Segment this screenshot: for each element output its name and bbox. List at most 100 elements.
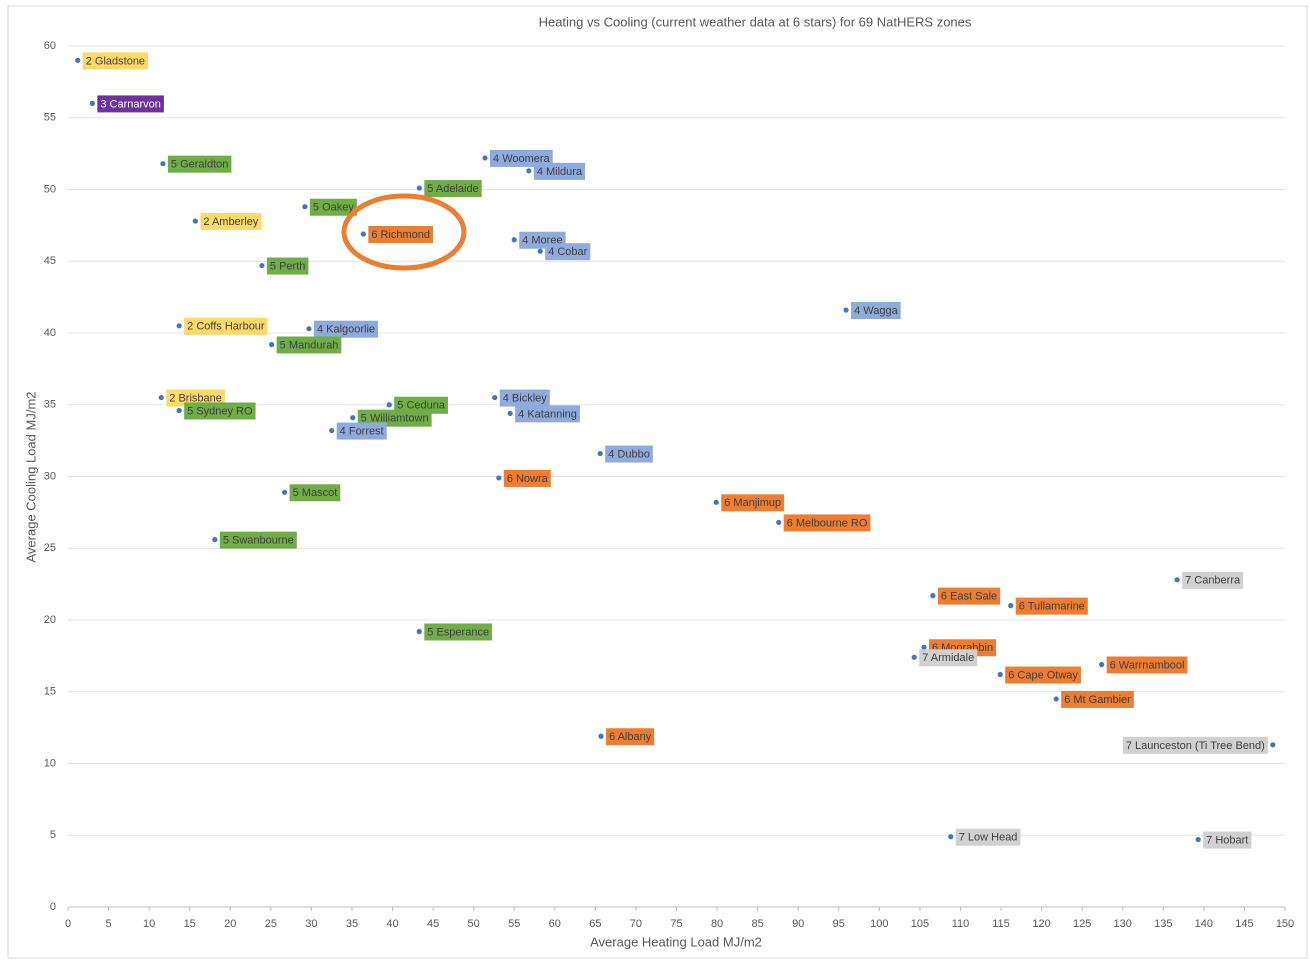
data-label: 5 Ceduna [397, 400, 446, 412]
x-tick-label: 95 [833, 918, 845, 930]
data-label: 7 Hobart [1206, 834, 1248, 846]
x-tick-label: 50 [468, 918, 480, 930]
data-label: 4 Forrest [340, 425, 384, 437]
label-box [313, 320, 379, 338]
label-box [1122, 736, 1268, 754]
label-box [424, 623, 493, 641]
label-box [503, 469, 551, 487]
point-label: 7 Armidale [919, 649, 978, 667]
point [511, 237, 517, 243]
label-box [851, 302, 901, 320]
point [492, 394, 498, 401]
point [843, 307, 849, 313]
point [386, 402, 392, 408]
label-box [357, 409, 432, 427]
data-label: 6 Warrnambool [1110, 659, 1185, 671]
x-tick-label: 60 [549, 918, 561, 930]
point-label: 2 Gladstone [82, 52, 149, 70]
data-label: 6 Nowra [507, 473, 549, 485]
data-label: 4 Kalgoorlie [317, 324, 375, 336]
x-tick-label: 75 [670, 918, 682, 930]
data-label: 5 Sydney RO [187, 405, 253, 417]
label-box [1015, 597, 1088, 615]
data-label: 5 Esperance [427, 626, 489, 638]
x-tick-label: 115 [992, 918, 1010, 930]
y-tick-label: 0 [50, 901, 56, 913]
label-box [97, 95, 164, 113]
label-box [721, 494, 785, 512]
point-label: 4 Wagga [851, 302, 901, 320]
point [911, 654, 917, 660]
data-label: 7 Low Head [959, 832, 1018, 844]
point [360, 231, 366, 237]
point-label: 6 Cape Otway [1005, 666, 1081, 684]
point-label: 6 Warrnambool [1106, 656, 1188, 674]
point-label: 6 Tullamarine [1015, 597, 1088, 615]
data-label: 5 Perth [270, 260, 305, 272]
point [1174, 577, 1180, 583]
label-box [783, 514, 871, 532]
x-tick-label: 120 [1032, 918, 1050, 930]
label-box [1106, 656, 1188, 674]
x-tick-label: 30 [305, 918, 317, 930]
data-label: 6 Melbourne RO [787, 517, 868, 529]
label-box [82, 52, 149, 70]
point-label: 6 East Sale [937, 587, 1001, 605]
point-label: 6 Nowra [503, 469, 551, 487]
data-label: 2 Coffs Harbour [187, 321, 265, 333]
x-tick-label: 80 [711, 918, 723, 930]
label-box [499, 389, 550, 407]
point [89, 100, 95, 106]
point [75, 57, 81, 63]
label-box [184, 402, 256, 420]
label-box [289, 484, 341, 502]
x-tick-label: 85 [752, 918, 764, 930]
point-label: 5 Mascot [289, 484, 341, 502]
point [176, 407, 182, 414]
x-tick-label: 35 [346, 918, 358, 930]
point-label: 3 Carnarvon [97, 95, 164, 113]
point-label: 7 Canberra [1182, 571, 1244, 589]
label-box [219, 531, 297, 549]
point-label: 6 Albany [606, 728, 655, 746]
data-label: 6 Mt Gambier [1064, 694, 1131, 706]
point-label: 4 Katanning [515, 405, 580, 423]
data-label: 3 Carnarvon [100, 98, 161, 110]
point [713, 499, 719, 505]
point [1008, 603, 1014, 609]
point [212, 537, 218, 543]
label-box [533, 162, 586, 180]
point-label: 5 Sydney RO [184, 402, 256, 420]
y-tick-label: 35 [44, 399, 56, 411]
x-tick-label: 10 [143, 918, 155, 930]
x-tick-label: 140 [1195, 918, 1213, 930]
y-tick-label: 15 [44, 686, 56, 698]
label-box [184, 317, 268, 335]
point-label: 6 Manjimup [721, 494, 785, 512]
data-label: 5 Oakey [313, 202, 354, 214]
x-axis-label: Average Heating Load MJ/m2 [590, 934, 762, 949]
label-box [545, 243, 591, 261]
point-label: 6 Richmond [368, 225, 434, 243]
data-label: 4 Woomera [493, 153, 551, 165]
data-label: 6 Albany [609, 731, 652, 743]
x-tick-label: 45 [427, 918, 439, 930]
x-tick-label: 0 [65, 918, 71, 930]
y-tick-label: 5 [50, 829, 56, 841]
x-tick-label: 105 [911, 918, 929, 930]
x-tick-label: 110 [952, 918, 970, 930]
y-tick-label: 45 [44, 255, 56, 267]
point [329, 427, 335, 434]
data-label: 5 Geraldton [171, 159, 228, 171]
point [176, 323, 182, 329]
point-label: 5 Swanbourne [219, 531, 297, 549]
point [1053, 696, 1059, 702]
label-box [1203, 831, 1252, 849]
point [482, 155, 488, 161]
label-box [937, 587, 1001, 605]
point [416, 628, 422, 635]
data-label: 4 Bickley [503, 392, 548, 404]
label-box [919, 649, 978, 667]
y-tick-label: 25 [44, 542, 56, 554]
